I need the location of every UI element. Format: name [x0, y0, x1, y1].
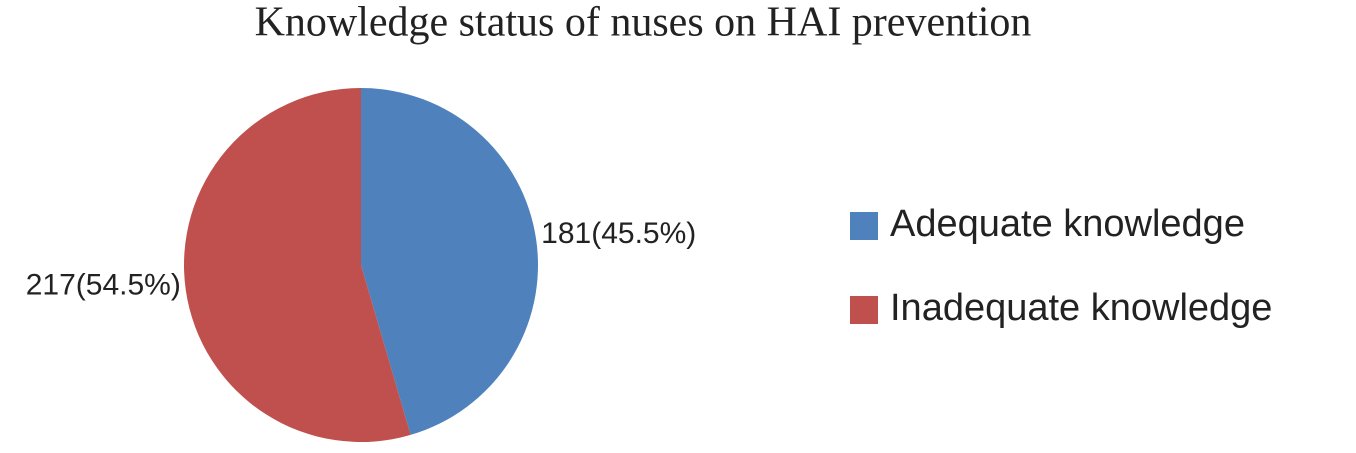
chart-title: Knowledge status of nuses on HAI prevent… — [255, 0, 1032, 46]
pie-slice — [361, 88, 538, 435]
data-label: 181(45.5%) — [541, 217, 696, 250]
legend-label: Inadequate knowledge — [890, 287, 1272, 329]
pie-slice — [183, 88, 411, 442]
legend-label: Adequate knowledge — [890, 203, 1245, 245]
legend-swatch — [850, 212, 878, 240]
data-label: 217(54.5%) — [26, 269, 181, 302]
legend-swatch — [850, 296, 878, 324]
